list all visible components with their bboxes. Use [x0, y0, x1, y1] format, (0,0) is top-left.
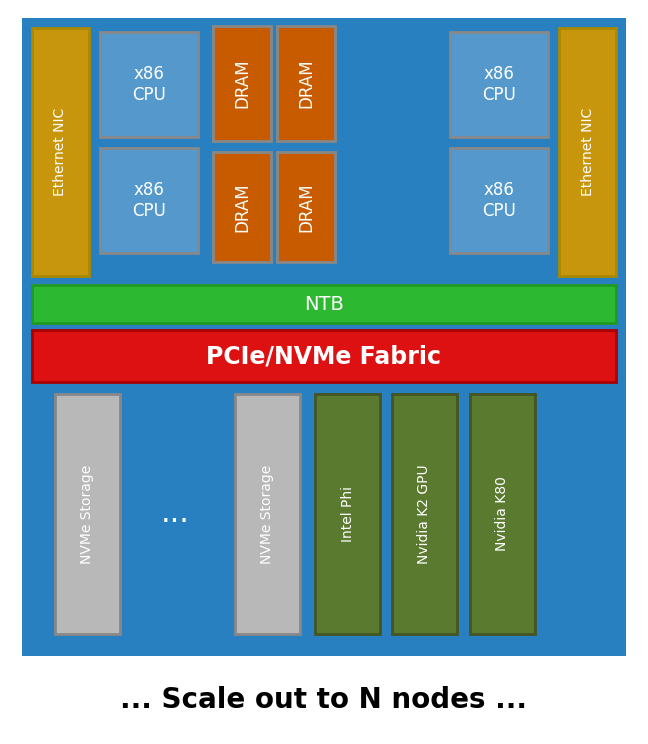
- Text: DRAM: DRAM: [297, 59, 315, 109]
- Text: Intel Phi: Intel Phi: [340, 486, 354, 542]
- Text: DRAM: DRAM: [297, 182, 315, 232]
- Text: Ethernet NIC: Ethernet NIC: [581, 108, 594, 196]
- Bar: [213, 26, 271, 141]
- Bar: [32, 330, 616, 382]
- Text: x86
CPU: x86 CPU: [482, 65, 516, 104]
- Bar: [55, 394, 120, 634]
- Bar: [450, 32, 548, 137]
- Bar: [22, 18, 626, 656]
- Text: NVMe Storage: NVMe Storage: [260, 464, 275, 564]
- Bar: [392, 394, 457, 634]
- Text: PCIe/NVMe Fabric: PCIe/NVMe Fabric: [207, 344, 441, 368]
- Bar: [32, 285, 616, 323]
- Text: Nvidia K2 GPU: Nvidia K2 GPU: [417, 464, 432, 564]
- Bar: [277, 152, 335, 262]
- Text: DRAM: DRAM: [233, 59, 251, 109]
- Bar: [277, 26, 335, 141]
- Text: DRAM: DRAM: [233, 182, 251, 232]
- Bar: [450, 148, 548, 253]
- Bar: [213, 152, 271, 262]
- Text: NTB: NTB: [304, 295, 344, 313]
- Bar: [100, 32, 198, 137]
- Bar: [559, 28, 616, 276]
- Bar: [315, 394, 380, 634]
- Text: ... Scale out to N nodes ...: ... Scale out to N nodes ...: [121, 686, 527, 714]
- Bar: [100, 148, 198, 253]
- Bar: [32, 28, 89, 276]
- Text: Nvidia K80: Nvidia K80: [496, 477, 509, 551]
- Text: x86
CPU: x86 CPU: [482, 181, 516, 220]
- Text: NVMe Storage: NVMe Storage: [80, 464, 95, 564]
- Text: x86
CPU: x86 CPU: [132, 65, 166, 104]
- Text: Ethernet NIC: Ethernet NIC: [54, 108, 67, 196]
- Bar: [470, 394, 535, 634]
- Text: x86
CPU: x86 CPU: [132, 181, 166, 220]
- Text: ...: ...: [161, 499, 189, 528]
- Bar: [235, 394, 300, 634]
